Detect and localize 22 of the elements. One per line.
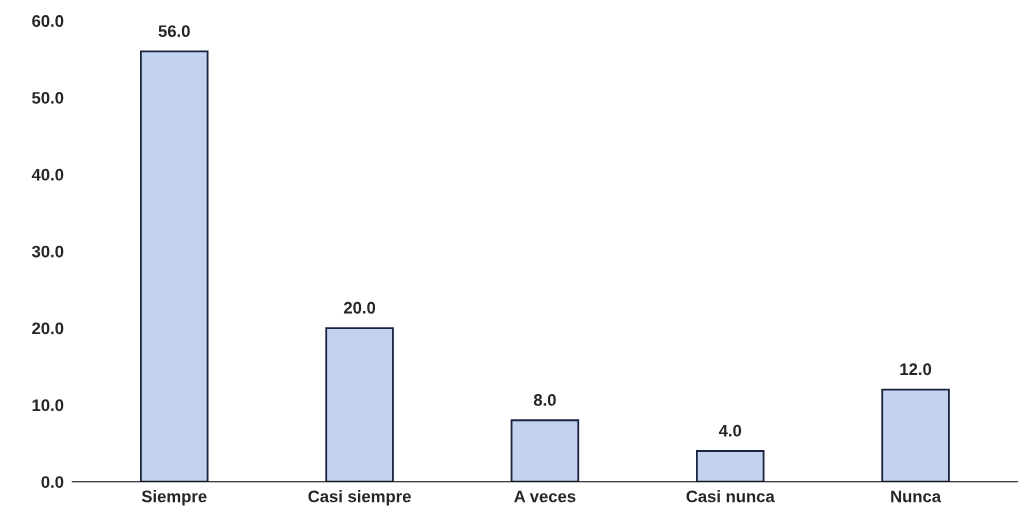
y-tick-label: 0.0 xyxy=(41,476,64,488)
bar xyxy=(510,419,580,482)
y-tick-label: 40.0 xyxy=(31,168,64,181)
x-tick-label: Casi siempre xyxy=(308,490,411,506)
y-tick-label: 50.0 xyxy=(32,91,64,104)
x-tick-label: A veces xyxy=(514,490,576,503)
bar xyxy=(695,450,765,482)
bar xyxy=(139,50,209,482)
data-label: 4.0 xyxy=(718,424,742,437)
data-label: 20.0 xyxy=(343,301,376,314)
x-tick-label: Nunca xyxy=(891,490,942,503)
y-tick-label: 60.0 xyxy=(32,15,64,27)
bar xyxy=(881,388,950,482)
x-tick-label: Siempre xyxy=(141,490,207,506)
y-tick-label: 30.0 xyxy=(31,245,64,258)
y-tick-label: 10.0 xyxy=(32,399,64,412)
y-tick-label: 20.0 xyxy=(32,322,64,335)
bar xyxy=(325,327,394,482)
x-tick-label: Casi nunca xyxy=(686,490,775,503)
data-label: 8.0 xyxy=(533,394,556,406)
data-label: 56.0 xyxy=(158,25,190,38)
data-label: 12.0 xyxy=(900,363,932,376)
